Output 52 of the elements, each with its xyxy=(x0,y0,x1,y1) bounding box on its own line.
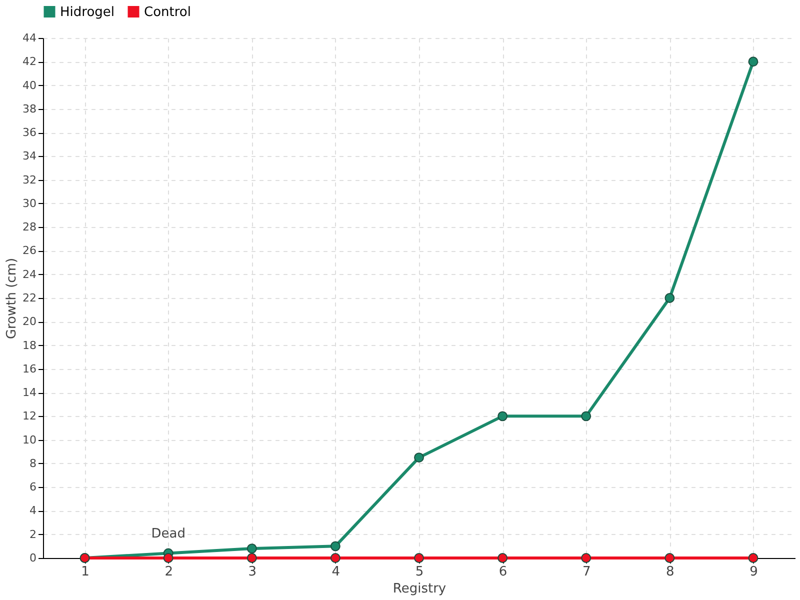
y-tick-label: 4 xyxy=(30,504,36,518)
point xyxy=(330,541,340,552)
point xyxy=(748,553,758,563)
legend-label: Control xyxy=(144,4,191,20)
y-tick-label: 0 xyxy=(30,552,36,564)
y-tick-label: 18 xyxy=(22,338,36,352)
y-tick-label: 44 xyxy=(22,32,36,44)
x-tick-label: 3 xyxy=(248,564,257,580)
y-tick-label: 22 xyxy=(22,292,36,304)
point xyxy=(581,411,592,422)
point xyxy=(498,411,508,422)
point xyxy=(664,293,675,303)
y-tick-label: 30 xyxy=(22,196,36,210)
point xyxy=(581,553,592,563)
point xyxy=(246,553,257,563)
y-tick-label: 16 xyxy=(22,362,36,376)
y-tick-label: 36 xyxy=(22,126,36,140)
x-tick-label: 8 xyxy=(666,564,674,580)
point xyxy=(414,452,424,463)
y-tick-label: 6 xyxy=(30,480,36,494)
x-tick-label: 5 xyxy=(415,564,424,580)
point xyxy=(748,56,758,67)
y-tick-label: 8 xyxy=(30,456,36,470)
y-axis-title: Growth (cm) xyxy=(4,258,20,340)
point xyxy=(163,553,174,563)
y-tick-label: 26 xyxy=(22,244,36,258)
y-tick-label: 12 xyxy=(22,410,36,423)
x-tick-label: 9 xyxy=(750,564,758,580)
y-tick-label: 32 xyxy=(22,173,36,186)
y-tick-label: 20 xyxy=(22,315,36,328)
y-tick-label: 2 xyxy=(30,528,36,541)
x-axis-title: Registry xyxy=(392,582,446,596)
y-tick-label: 38 xyxy=(22,102,36,116)
point xyxy=(414,553,424,563)
x-tick-label: 1 xyxy=(81,564,90,580)
point xyxy=(498,553,508,563)
x-tick-label: 7 xyxy=(582,564,591,580)
y-tick-label: 10 xyxy=(22,433,36,446)
legend-label: Hidrogel xyxy=(60,4,115,20)
y-tick-label: 42 xyxy=(22,55,36,68)
y-tick-label: 40 xyxy=(22,78,36,92)
point xyxy=(330,553,340,563)
y-tick-label: 28 xyxy=(22,220,36,234)
point xyxy=(246,544,257,554)
y-tick-label: 34 xyxy=(22,150,36,163)
x-tick-label: 4 xyxy=(332,564,340,580)
x-tick-label: 6 xyxy=(498,564,508,580)
x-tick-label: 2 xyxy=(164,564,173,580)
point xyxy=(664,553,675,563)
y-tick-label: 14 xyxy=(22,386,36,400)
annotation: Dead xyxy=(151,526,186,542)
y-tick-label: 24 xyxy=(22,268,36,281)
